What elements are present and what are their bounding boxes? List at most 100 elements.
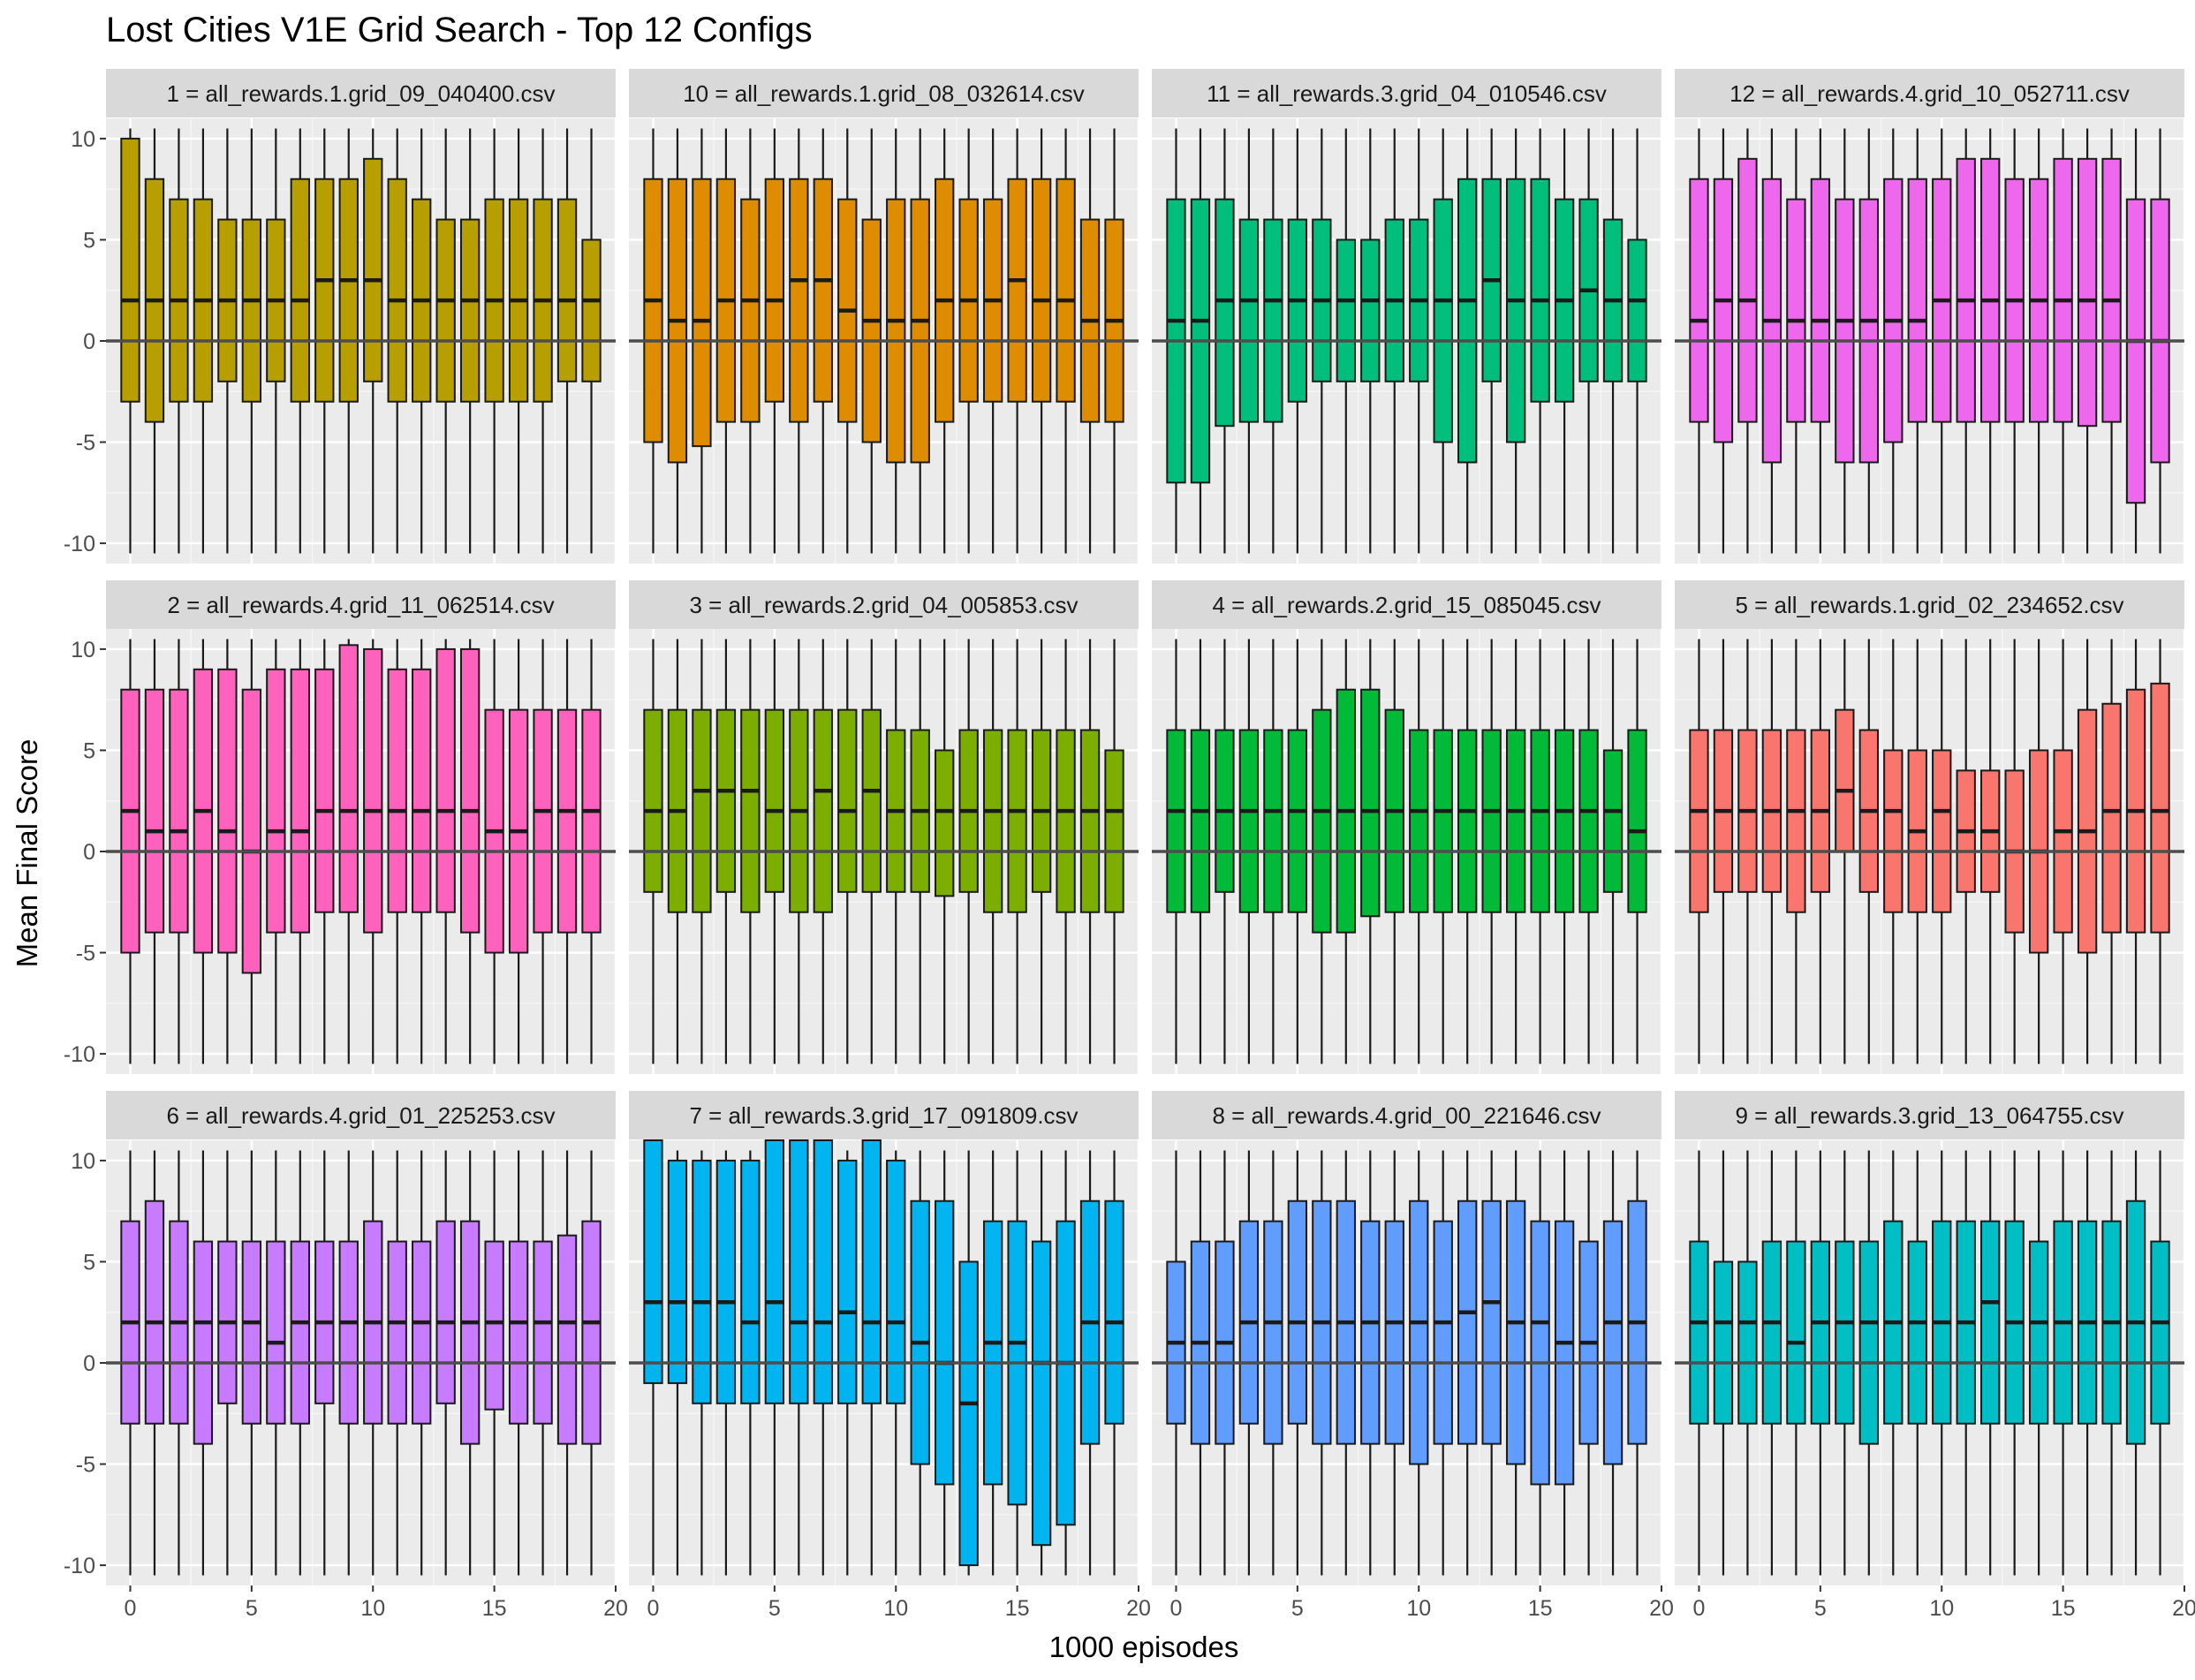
box xyxy=(1409,729,1429,913)
box xyxy=(715,1159,737,1404)
box xyxy=(1287,729,1308,913)
box xyxy=(1737,157,1758,423)
box xyxy=(1932,749,1952,913)
box xyxy=(338,1240,359,1425)
box xyxy=(1761,1240,1782,1425)
x-tick-label: 15 xyxy=(1005,1596,1030,1621)
box xyxy=(1457,1199,1478,1445)
box xyxy=(1737,1260,1758,1425)
y-tick-label: -10 xyxy=(64,1554,95,1578)
box xyxy=(459,647,481,934)
facet-strip-label: 2 = all_rewards.4.grid_11_062514.csv xyxy=(167,592,554,618)
box xyxy=(958,1260,979,1567)
y-tick-label: 0 xyxy=(83,840,95,865)
facet-strip-label: 12 = all_rewards.4.grid_10_052711.csv xyxy=(1730,80,2130,107)
box xyxy=(459,1220,481,1445)
x-tick-label: 0 xyxy=(1170,1596,1183,1621)
box xyxy=(1263,218,1283,423)
facet-strip-label: 10 = all_rewards.1.grid_08_032614.csv xyxy=(683,80,1085,107)
box xyxy=(435,647,456,913)
facet-panel: 12 = all_rewards.4.grid_10_052711.csv xyxy=(1675,69,2186,564)
box xyxy=(740,1159,761,1404)
y-tick-label: -10 xyxy=(64,532,95,556)
facet-strip xyxy=(1675,69,2184,117)
x-tick-label: 5 xyxy=(1291,1596,1304,1621)
box xyxy=(935,1199,955,1486)
box xyxy=(1835,1240,1855,1425)
box xyxy=(861,1139,882,1404)
y-tick-label: 10 xyxy=(71,127,95,152)
y-tick-label: 5 xyxy=(83,738,95,763)
y-axis-label: Mean Final Score xyxy=(11,739,43,968)
box xyxy=(1786,1240,1806,1425)
box xyxy=(2053,157,2073,423)
box xyxy=(1689,178,1709,423)
box xyxy=(338,644,359,913)
box xyxy=(314,668,335,913)
facet-panel: 9 = all_rewards.3.grid_13_064755.csv 0 5 10… xyxy=(1675,1091,2195,1621)
x-tick-label: 10 xyxy=(1929,1596,1954,1621)
box xyxy=(1104,1199,1124,1425)
box xyxy=(1980,157,2001,423)
x-tick-label: 15 xyxy=(1528,1596,1553,1621)
x-tick-label: 10 xyxy=(883,1596,908,1621)
box xyxy=(1554,1220,1575,1486)
box xyxy=(2150,198,2170,464)
y-tick-label: 0 xyxy=(83,329,95,354)
box xyxy=(1858,198,1879,464)
box xyxy=(387,178,407,403)
x-tick-label: 0 xyxy=(647,1596,660,1621)
box xyxy=(643,178,663,443)
x-tick-label: 20 xyxy=(1126,1596,1151,1621)
box xyxy=(1433,729,1453,913)
facet-panel: 11 = all_rewards.3.grid_04_010546.csv xyxy=(1152,69,1663,564)
box xyxy=(643,708,663,893)
box xyxy=(1263,1220,1283,1445)
facet-panel: 6 = all_rewards.4.grid_01_225253.csv -10 -… xyxy=(64,1091,628,1621)
facet-panel: 1 = all_rewards.1.grid_09_040400.csv -10 -… xyxy=(64,69,617,564)
box xyxy=(1238,729,1260,913)
x-axis-label: 1000 episodes xyxy=(1049,1631,1239,1663)
box xyxy=(2101,702,2122,934)
box xyxy=(1166,729,1186,913)
box xyxy=(910,198,930,464)
box xyxy=(910,1199,930,1465)
facet-panel: 2 = all_rewards.4.grid_11_062514.csv -10 -… xyxy=(64,580,617,1074)
box xyxy=(1384,1220,1404,1445)
box xyxy=(1907,1240,1927,1425)
x-tick-label: 0 xyxy=(125,1596,137,1621)
box xyxy=(1627,238,1647,382)
facet-panel: 8 = all_rewards.4.grid_00_221646.csv 0 5 10… xyxy=(1152,1091,1674,1621)
box xyxy=(789,1139,809,1404)
box xyxy=(813,1139,833,1404)
box xyxy=(435,1220,456,1404)
box xyxy=(861,708,882,893)
panels: 1 = all_rewards.1.grid_09_040400.csv -10 -… xyxy=(64,69,2195,1621)
facet-strip-label: 8 = all_rewards.4.grid_00_221646.csv xyxy=(1212,1102,1601,1129)
box xyxy=(1530,1220,1550,1486)
box xyxy=(1238,218,1260,423)
box xyxy=(120,688,140,954)
box xyxy=(2150,682,2170,934)
box xyxy=(241,688,262,974)
box xyxy=(290,178,310,403)
facet-strip xyxy=(629,69,1139,117)
facet-strip xyxy=(629,1091,1139,1139)
box xyxy=(484,1240,504,1411)
box xyxy=(556,1234,578,1445)
box xyxy=(290,1240,310,1425)
y-tick-label: 0 xyxy=(83,1351,95,1376)
box xyxy=(1835,198,1855,464)
box xyxy=(290,668,310,934)
box xyxy=(144,688,165,934)
box xyxy=(266,668,286,934)
box xyxy=(1056,1220,1076,1526)
box xyxy=(1007,178,1027,403)
box xyxy=(2053,749,2073,934)
box xyxy=(764,708,785,893)
y-tick-label: -5 xyxy=(76,1453,95,1478)
box xyxy=(387,668,407,913)
box xyxy=(1713,1260,1734,1425)
facet-strip-label: 9 = all_rewards.3.grid_13_064755.csv xyxy=(1735,1102,2123,1129)
box xyxy=(1505,178,1526,443)
